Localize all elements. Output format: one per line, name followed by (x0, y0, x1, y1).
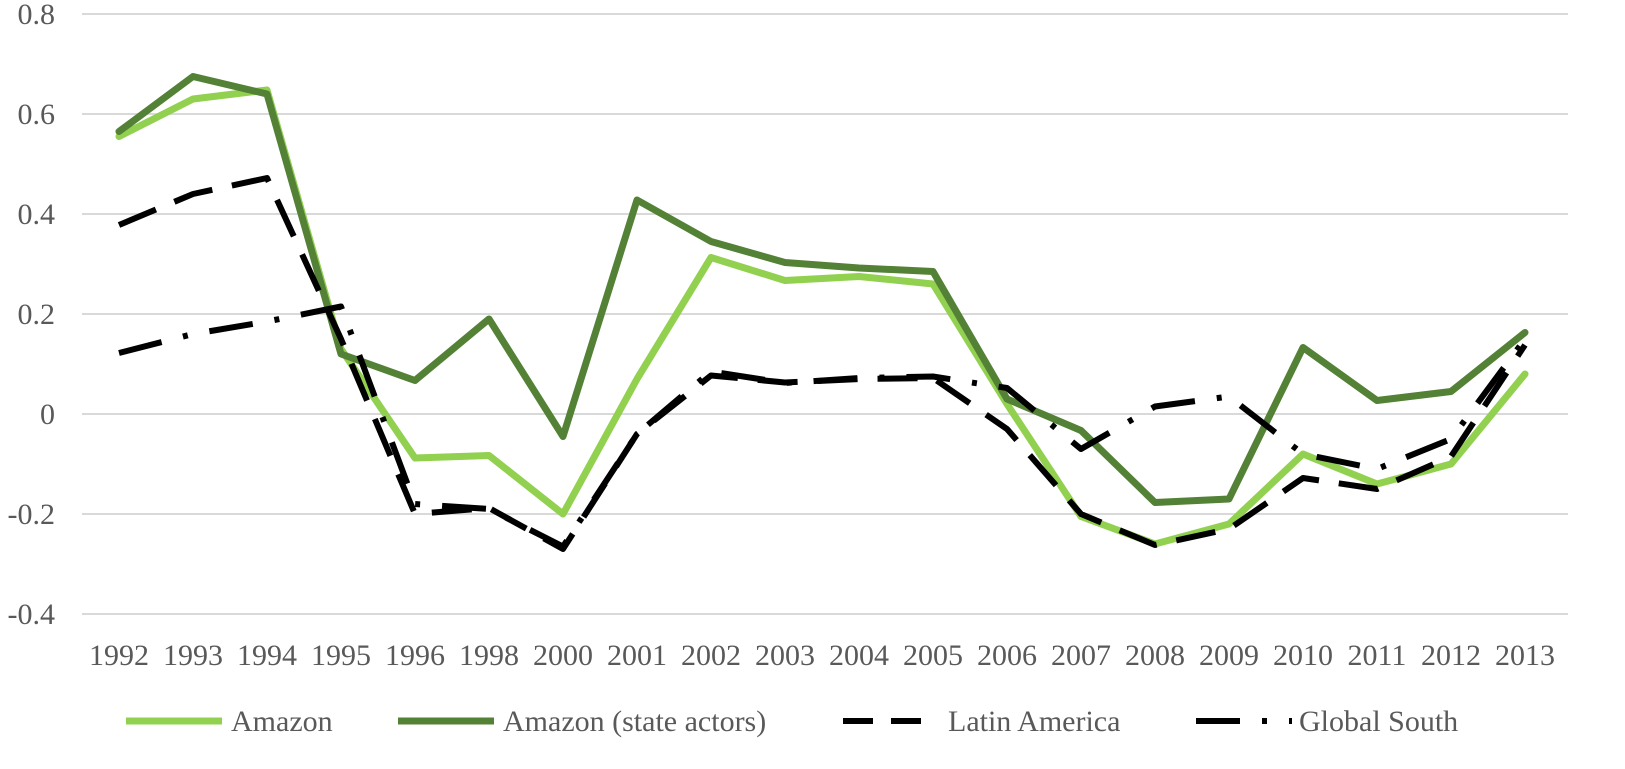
y-tick-label: 0.4 (18, 198, 56, 231)
series-line-latin-america (117, 175, 1528, 552)
x-tick-label: 2005 (903, 639, 963, 672)
y-tick-label: 0 (40, 398, 55, 431)
x-tick-label: 2013 (1495, 639, 1555, 672)
x-tick-label: 1992 (89, 639, 149, 672)
x-tick-label: 2004 (829, 639, 889, 672)
y-tick-label: 0.8 (18, 0, 56, 31)
y-axis-tick-labels: -0.4 -0.2 0 0.2 0.4 0.6 0.8 (8, 0, 56, 631)
x-tick-label: 1993 (163, 639, 223, 672)
x-tick-label: 2001 (607, 639, 667, 672)
x-tick-label: 2006 (977, 639, 1037, 672)
x-tick-label: 2007 (1051, 639, 1111, 672)
legend-label: Global South (1299, 705, 1458, 738)
x-tick-label: 2002 (681, 639, 741, 672)
x-tick-label: 1998 (459, 639, 519, 672)
series-line-global-south (118, 303, 1528, 550)
legend: Amazon Amazon (state actors) Latin America… (126, 705, 1458, 738)
x-tick-label: 2003 (755, 639, 815, 672)
y-tick-label: -0.2 (8, 498, 56, 531)
x-tick-label: 1994 (237, 639, 297, 672)
y-tick-label: 0.6 (18, 98, 56, 131)
legend-label: Amazon (231, 705, 333, 738)
x-tick-label: 2009 (1199, 639, 1259, 672)
legend-label: Latin America (948, 705, 1120, 738)
x-tick-label: 2011 (1348, 639, 1407, 672)
x-axis-tick-labels: 1992 1993 1994 1995 1996 1998 2000 2001 2002 2003… (89, 639, 1555, 672)
legend-label: Amazon (state actors) (503, 705, 766, 738)
x-tick-label: 1996 (385, 639, 445, 672)
y-tick-label: 0.2 (18, 298, 56, 331)
x-tick-label: 1995 (311, 639, 371, 672)
series-lines (115, 73, 1529, 552)
x-tick-label: 2008 (1125, 639, 1185, 672)
x-tick-label: 2000 (533, 639, 593, 672)
y-tick-label: -0.4 (8, 598, 56, 631)
x-tick-label: 2012 (1421, 639, 1481, 672)
series-line-amazon-state-actors (115, 73, 1529, 506)
x-tick-label: 2010 (1273, 639, 1333, 672)
